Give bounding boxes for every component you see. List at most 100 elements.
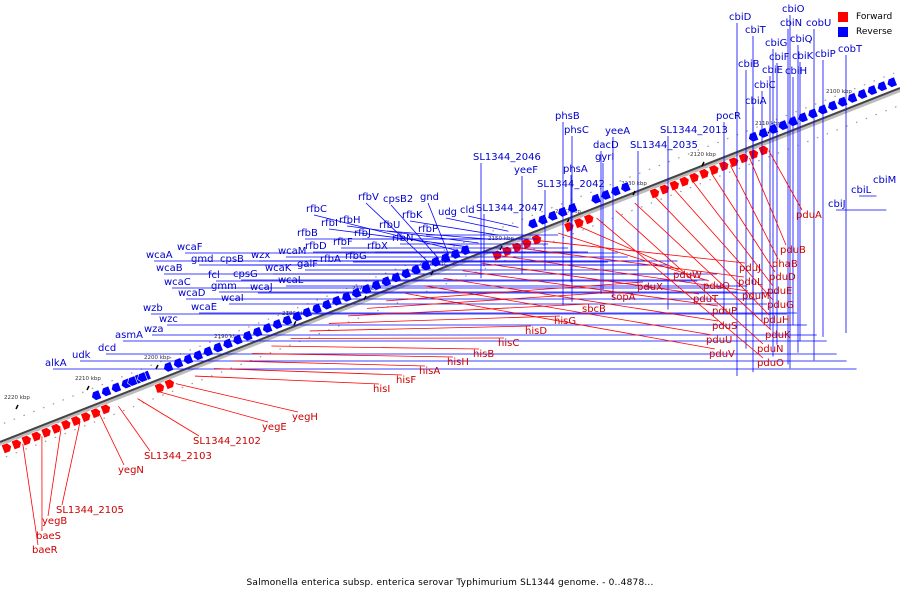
gene-arrow [20,434,32,447]
gene-label: pduG [767,300,794,311]
gene-leader-line [558,232,710,282]
gene-arrow [30,430,42,443]
gene-arrow [527,217,539,230]
gene-arrow [101,385,113,397]
gene-label: dacD [593,140,619,151]
gene-leader-line [98,413,125,466]
gene-arrow [202,345,214,357]
gene-arrow [678,176,690,188]
gene-label: udk [72,350,91,361]
gene-arrow [450,248,462,260]
gene-label: wcaE [191,302,217,313]
gene-label: cbiH [785,66,807,77]
gene-leader-line [328,315,561,324]
gene-arrow [757,144,769,157]
gene-arrow [262,322,274,334]
gene-leader-line [710,172,776,273]
gene-arrow [837,95,849,108]
gene-label: cbiF [769,52,790,63]
gene-label: gyrI [595,152,614,163]
gene-arrow [252,326,264,338]
gene-label: gmm [211,281,237,292]
tick-mark [632,190,636,196]
gene-arrow [668,179,680,192]
gene-label: wzc [159,314,178,325]
gene-label: SL1344_2047 [476,203,544,214]
gene-label: pduO [757,358,784,369]
gene-label: wzb [143,303,163,314]
tick-label: 2190 kbp [214,334,240,340]
gene-label: cbiE [762,65,783,76]
gene-arrow [847,92,859,104]
gene-label: cpsG [233,269,258,280]
gene-label: hisA [419,366,440,377]
gene-arrow [867,84,878,96]
gene-label: cbiL [851,185,872,196]
gene-label: rfbC [306,204,327,215]
gene-label: pduH [763,315,790,326]
gene-arrow [807,107,819,120]
tick-mark [155,364,159,370]
gene-label: pduN [757,344,784,355]
gene-label: wcaD [178,288,206,299]
gene-arrow [768,123,779,135]
gene-arrow [272,318,284,330]
gene-label: SL1344_2105 [56,505,124,516]
gene-label: gnd [420,192,439,203]
gene-label: yeeA [605,126,630,137]
tick-label: 2140 kbp [555,209,581,215]
gene-label: wza [144,324,164,335]
gene-arrow [10,438,22,451]
gene-label: baeS [36,531,61,542]
tick-mark [15,404,19,410]
gene-leader-line [427,202,450,255]
tick-mark [701,161,705,167]
gene-leader-line [443,277,719,322]
gene-arrow [50,423,62,435]
gene-label: cbiT [745,25,767,36]
gene-arrow [817,103,829,116]
gene-label: rfbF [333,237,353,248]
gene-label: asmA [115,330,143,341]
gene-label: phsA [563,164,588,175]
gene-leader-line [22,443,39,546]
gene-arrow [111,381,122,394]
gene-arrow [827,99,839,112]
gene-label: yegH [292,412,318,423]
gene-leader-line [156,390,269,423]
gene-leader-line [309,325,532,332]
gene-label: wcaF [177,242,203,253]
gene-label: rfbX [367,241,388,252]
gene-label: cpsB [220,254,244,265]
gene-arrow [282,314,293,326]
gene-leader-line [462,270,719,307]
gene-arrow [127,375,139,387]
gene-label: wcaB [156,263,183,274]
gene-arrow [40,427,52,439]
gene-leader-line [749,157,787,246]
gene-leader-line [271,345,480,350]
gene-leader-line [313,214,459,252]
gene-leader-line [424,285,713,336]
legend-reverse: Reverse [838,24,892,39]
legend-forward: Forward [838,9,892,24]
gene-arrow [99,403,111,416]
gene-label: hisI [373,384,390,395]
gene-leader-line [233,360,426,367]
gene-label: pocR [716,111,741,122]
gene-label: dcd [98,343,116,354]
gene-label: yegE [262,422,287,433]
gene-arrow [331,294,343,307]
gene-arrow [748,131,760,143]
gene-leader-line [386,281,644,302]
genome-backbone [0,87,900,446]
gene-label: cbiB [738,59,760,70]
tick-mark [293,320,297,326]
forward-gene-labels: pduA pduB dhaB pduD pduE pduG pduH pduK pduN pduO… [22,150,822,556]
gene-label: rfbJ [354,228,371,239]
gene-label: pduJ [739,263,761,274]
gene-label: pduE [767,286,792,297]
gene-label: pduM [742,291,770,302]
gene-label: pduT [693,294,719,305]
